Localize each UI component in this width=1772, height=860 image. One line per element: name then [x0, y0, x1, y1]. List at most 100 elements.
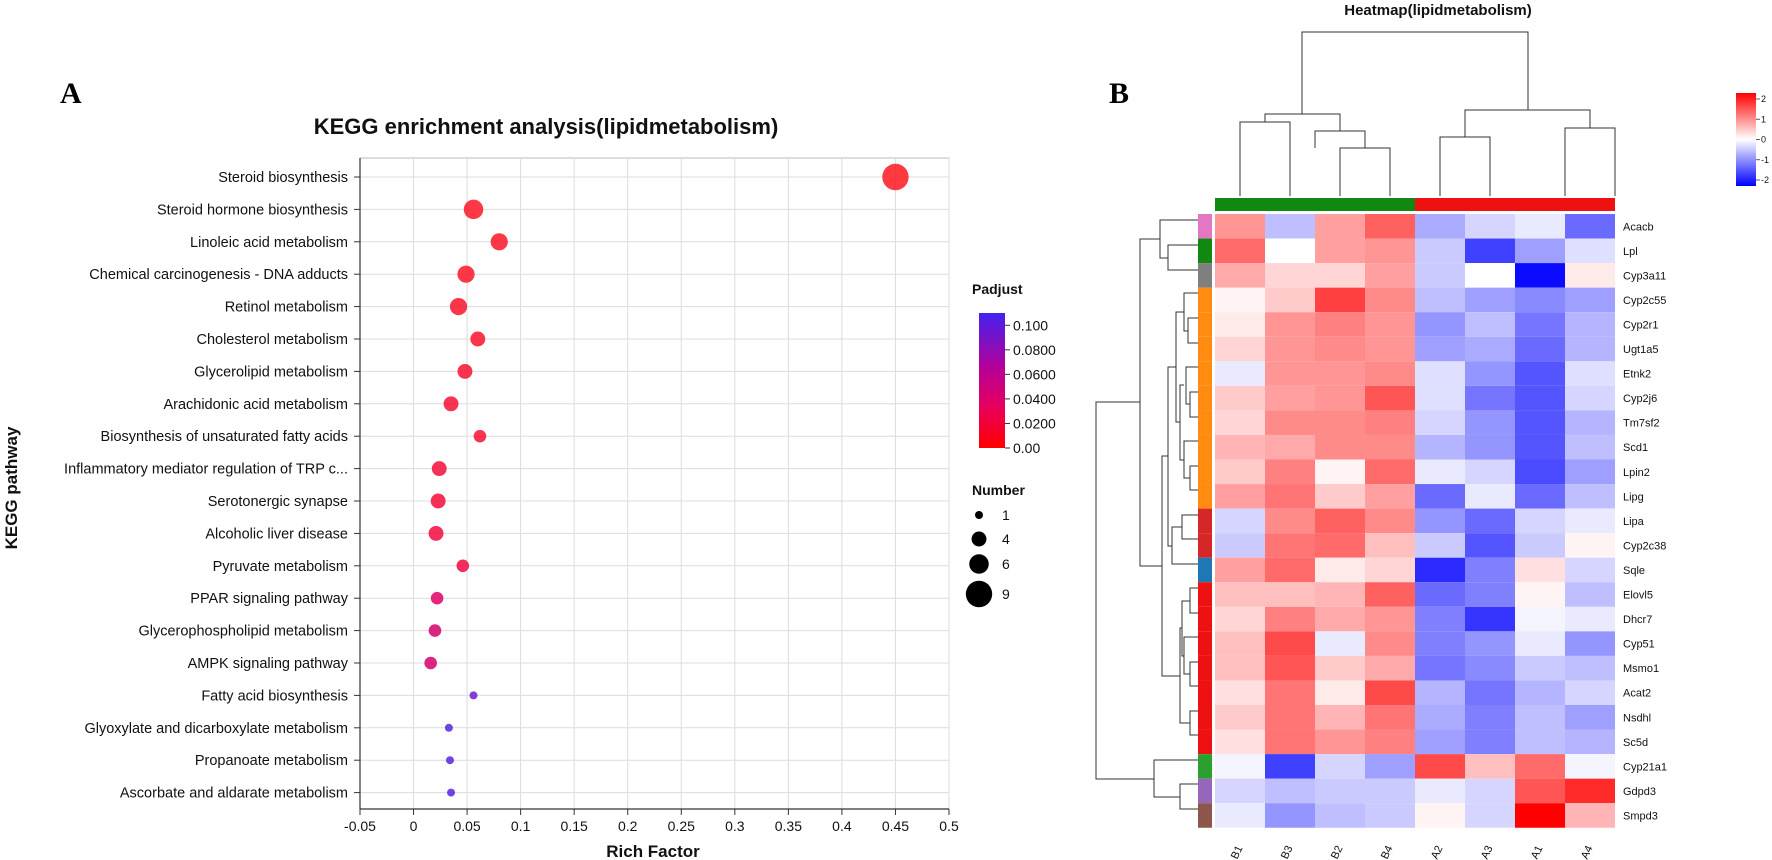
heatmap-cell [1215, 214, 1265, 239]
heatmap-cell [1565, 754, 1615, 779]
heatmap-cell [1565, 582, 1615, 607]
row-group-bar [1198, 803, 1212, 828]
heatmap-cell [1215, 680, 1265, 705]
heatmap-cell [1315, 238, 1365, 264]
heatmap-cell [1365, 606, 1415, 632]
column-group-bar [1565, 198, 1615, 211]
heatmap-cell [1315, 533, 1365, 558]
x-axis-label: Rich Factor [606, 842, 700, 860]
gene-label: Cyp51 [1623, 639, 1655, 651]
heatmap-cell [1565, 459, 1615, 485]
x-tick-label: 0.1 [511, 818, 531, 834]
column-dendrogram [1239, 31, 1616, 196]
category-label: Alcoholic liver disease [205, 526, 348, 542]
heatmap-cell [1215, 263, 1265, 288]
gene-label: Sqle [1623, 565, 1645, 577]
heatmap-cell [1315, 287, 1365, 313]
heatmap-cell [1365, 214, 1415, 239]
heatmap-cell [1215, 655, 1265, 681]
heatmap-cell [1415, 729, 1465, 755]
heatmap-title: Heatmap(lipidmetabolism) [1344, 2, 1532, 19]
heatmap-cell [1365, 238, 1415, 264]
row-group-bar [1198, 778, 1212, 804]
padjust-tick-label: 0.100 [1013, 317, 1048, 333]
heatmap-cell [1215, 729, 1265, 755]
heatmap-cell [1265, 754, 1315, 779]
heatmap-cell [1265, 631, 1315, 656]
heatmap-cell [1565, 214, 1615, 239]
heatmap-cell [1415, 803, 1465, 828]
heatmap-cell [1265, 508, 1315, 534]
heatmap-cell [1365, 263, 1415, 288]
column-group-bar [1315, 198, 1365, 211]
gene-label: Sc5d [1623, 737, 1648, 749]
bubble-point [456, 559, 470, 573]
x-tick-label: 0.15 [561, 818, 588, 834]
gene-label: Gdpd3 [1623, 786, 1656, 798]
heatmap-cell [1265, 557, 1315, 583]
heatmap-cell [1465, 557, 1515, 583]
row-group-bar [1198, 606, 1212, 632]
bubble-point [469, 691, 478, 700]
heatmap-cell [1515, 557, 1565, 583]
heatmap-cell [1265, 680, 1315, 705]
heat-scale-tick-label: -2 [1761, 175, 1769, 185]
heat-scale-tick-label: -1 [1761, 155, 1769, 165]
heatmap-cell [1565, 312, 1615, 337]
heatmap-cell [1365, 410, 1415, 435]
row-group-bar [1198, 410, 1212, 435]
heatmap-cell [1415, 557, 1465, 583]
heatmap-cell [1315, 410, 1365, 435]
heatmap-cell [1365, 385, 1415, 411]
row-group-bar [1198, 557, 1212, 583]
heatmap-cell [1265, 459, 1315, 485]
heatmap-cell [1465, 484, 1515, 509]
heatmap-cell [1365, 336, 1415, 362]
heat-scale-tick-label: 2 [1761, 94, 1766, 104]
number-legend-dot [965, 580, 993, 608]
heatmap-cell [1465, 263, 1515, 288]
heatmap-cell [1265, 729, 1315, 755]
heatmap-cell [1565, 434, 1615, 460]
category-label: Glycerolipid metabolism [194, 364, 348, 380]
gene-label: Dhcr7 [1623, 614, 1652, 626]
gene-label: Etnk2 [1623, 369, 1651, 381]
heatmap-cell [1365, 680, 1415, 705]
heatmap-cell [1515, 778, 1565, 804]
bubble-point [463, 199, 484, 220]
heatmap-cell [1415, 484, 1465, 509]
heatmap-cell [1265, 410, 1315, 435]
heatmap-cell [1365, 508, 1415, 534]
sample-label: A2 [1429, 844, 1446, 860]
heatmap-cell [1565, 655, 1615, 681]
number-legend-dot [969, 554, 989, 574]
number-legend-label: 1 [1002, 507, 1010, 523]
heatmap-cell [1415, 508, 1465, 534]
bubble-point [470, 331, 486, 347]
gene-label: Lipa [1623, 516, 1645, 528]
heatmap-cell [1515, 238, 1565, 264]
heatmap-cell [1515, 533, 1565, 558]
heatmap-cell [1215, 606, 1265, 632]
gene-label: Cyp2r1 [1623, 319, 1658, 331]
heatmap-cell [1315, 263, 1365, 288]
heatmap-cell [1265, 484, 1315, 509]
heatmap-cell [1315, 434, 1365, 460]
row-group-bar [1198, 263, 1212, 288]
gene-label: Scd1 [1623, 442, 1648, 454]
row-group-bar [1198, 238, 1212, 264]
heatmap-cell [1215, 287, 1265, 313]
heatmap-cell [1265, 361, 1315, 386]
heatmap-cell [1565, 705, 1615, 730]
bubble-point [447, 788, 456, 797]
heatmap-cell [1315, 606, 1365, 632]
heatmap-cell [1465, 705, 1515, 730]
heatmap-cell [1465, 434, 1515, 460]
gene-label: Cyp2j6 [1623, 393, 1657, 405]
padjust-legend-ticks: 0.100 0.0800 0.0600 0.0400 0.0200 0.00 [1005, 317, 1056, 456]
gene-label: Cyp2c55 [1623, 295, 1666, 307]
row-group-bar [1198, 754, 1212, 779]
plot-frame [359, 157, 950, 810]
gene-label: Acacb [1623, 221, 1654, 233]
gene-label: Lpin2 [1623, 467, 1650, 479]
